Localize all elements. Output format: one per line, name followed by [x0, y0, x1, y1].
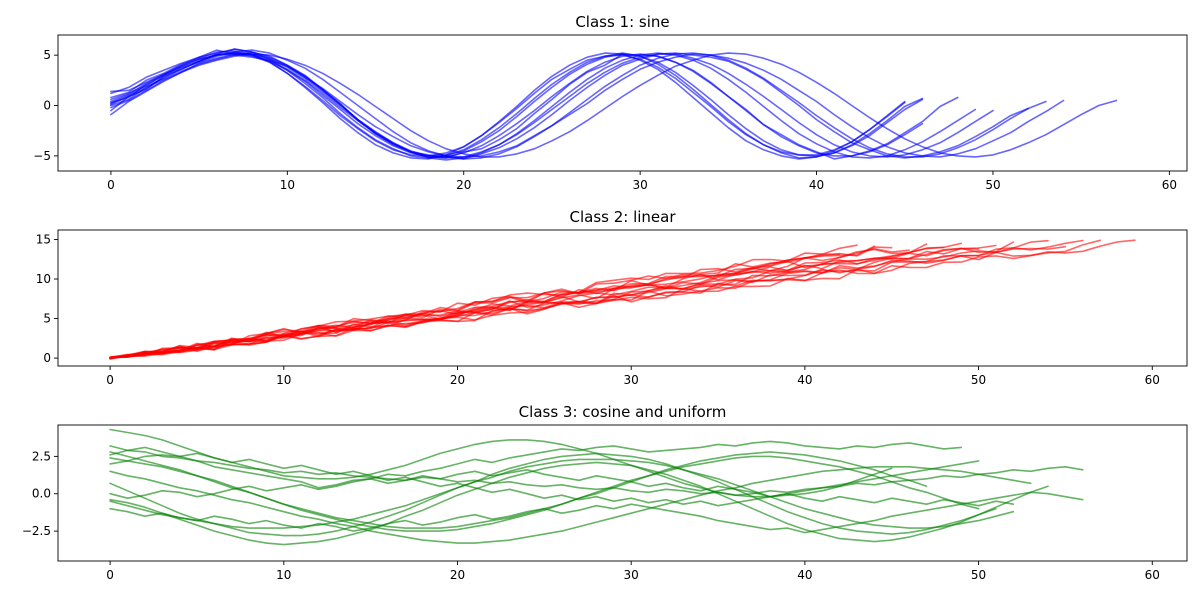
- panel-title: Class 3: cosine and uniform: [519, 403, 727, 421]
- x-tick-label: 0: [106, 373, 114, 387]
- x-tick-label: 40: [797, 373, 812, 387]
- series-line-6: [109, 428, 893, 498]
- series-line-4: [109, 245, 1067, 359]
- axes-frame: [57, 229, 1188, 367]
- y-tick-label: 10: [36, 272, 51, 286]
- series-line-5: [109, 461, 1049, 546]
- series-line-8: [109, 445, 1084, 497]
- series-line-4: [109, 452, 997, 537]
- panel-title: Class 1: sine: [575, 13, 669, 31]
- y-tick-label: 0: [43, 99, 51, 113]
- x-tick-label: 0: [107, 178, 115, 192]
- panel-title: Class 2: linear: [569, 208, 676, 226]
- x-tick-label: 30: [633, 178, 648, 192]
- series-line-7: [109, 440, 963, 489]
- x-tick-label: 10: [276, 373, 291, 387]
- y-tick-label: 5: [43, 312, 51, 326]
- panel-class-3-cosine-uniform: Class 3: cosine and uniform 0 10 20 30 40 50 60…: [22, 403, 1188, 582]
- series-line-4: [110, 53, 1065, 158]
- x-tick-label: 60: [1162, 178, 1177, 192]
- x-tick-label: 40: [797, 568, 812, 582]
- series-group: [110, 48, 1118, 161]
- x-tick-label: 20: [456, 178, 471, 192]
- series-line-3: [109, 458, 1015, 529]
- panel-class-1-sine: Class 1: sine 0 10 20 30 40 50 60 −5 0 5: [33, 13, 1188, 192]
- x-tick-label: 30: [624, 568, 639, 582]
- x-tick-label: 60: [1145, 568, 1160, 582]
- series-line-11: [109, 446, 980, 507]
- axes-frame: [57, 34, 1188, 172]
- series-line-2: [109, 455, 980, 532]
- series-line-16: [109, 252, 841, 360]
- x-tick-label: 10: [280, 178, 295, 192]
- series-line-10: [109, 491, 1084, 534]
- x-tick-label: 20: [450, 373, 465, 387]
- y-tick-label: 0: [43, 351, 51, 365]
- y-tick-label: 15: [36, 232, 51, 246]
- x-tick-label: 30: [624, 373, 639, 387]
- x-tick-label: 20: [450, 568, 465, 582]
- axes-frame: [57, 424, 1188, 562]
- y-tick-label: −2.5: [22, 524, 51, 538]
- x-tick-label: 60: [1145, 373, 1160, 387]
- x-tick-label: 50: [971, 373, 986, 387]
- series-line-12: [110, 51, 924, 158]
- series-line-9: [109, 468, 1015, 507]
- series-line-9: [110, 53, 924, 157]
- x-tick-label: 0: [106, 568, 114, 582]
- y-tick-label: 5: [43, 48, 51, 62]
- series-line-7: [110, 50, 906, 160]
- x-tick-label: 10: [276, 568, 291, 582]
- series-line-10: [110, 52, 994, 159]
- x-tick-label: 50: [985, 178, 1000, 192]
- y-tick-label: −5: [33, 149, 51, 163]
- series-group: [109, 239, 1136, 360]
- y-tick-label: 2.5: [32, 449, 51, 463]
- series-group: [109, 428, 1084, 546]
- y-tick-label: 0.0: [32, 487, 51, 501]
- series-line-12: [109, 465, 1032, 544]
- x-tick-label: 50: [971, 568, 986, 582]
- series-line-11: [110, 48, 977, 161]
- x-tick-label: 40: [809, 178, 824, 192]
- panel-class-2-linear: Class 2: linear 0 10 20 30 40 50 60 0 5 10 15: [36, 208, 1188, 387]
